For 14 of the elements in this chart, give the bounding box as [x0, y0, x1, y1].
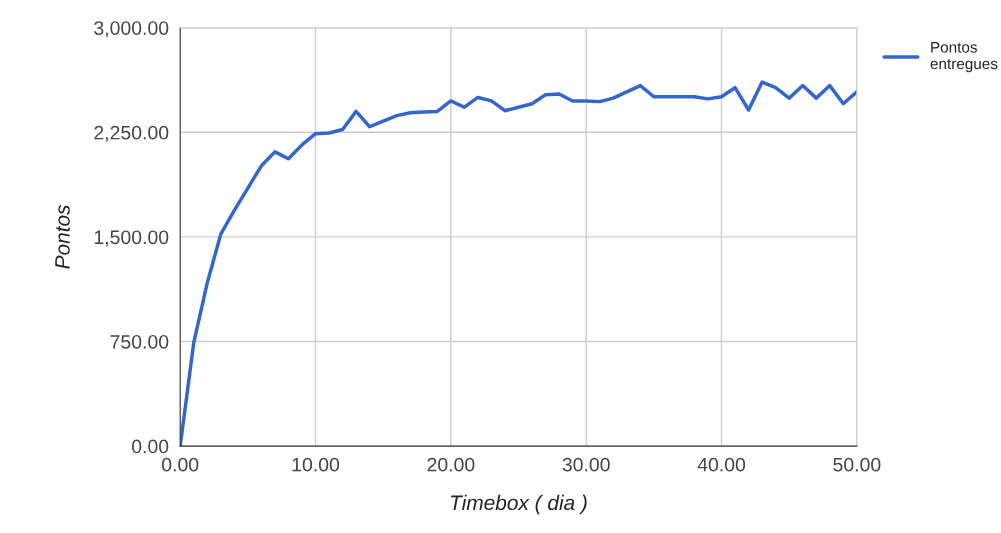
x-axis-title: Timebox ( dia ) [451, 494, 587, 515]
y-tick-label: 2,250.00 [94, 125, 169, 142]
x-tick-label: 50.00 [833, 457, 881, 472]
x-tick-label: 20.00 [427, 457, 475, 472]
y-tick-label: 750.00 [110, 334, 169, 349]
x-tick-label: 0.00 [162, 457, 199, 472]
x-tick-label: 10.00 [292, 457, 340, 472]
y-tick-label: 0.00 [131, 439, 169, 454]
y-axis-title: Pontos [55, 204, 70, 269]
x-tick-label: 30.00 [562, 457, 610, 472]
legend-label: Pontos entregues [930, 42, 998, 73]
y-tick-label: 1,500.00 [94, 230, 169, 247]
y-tick-label: 3,000.00 [94, 21, 169, 38]
x-tick-label: 40.00 [697, 457, 746, 472]
